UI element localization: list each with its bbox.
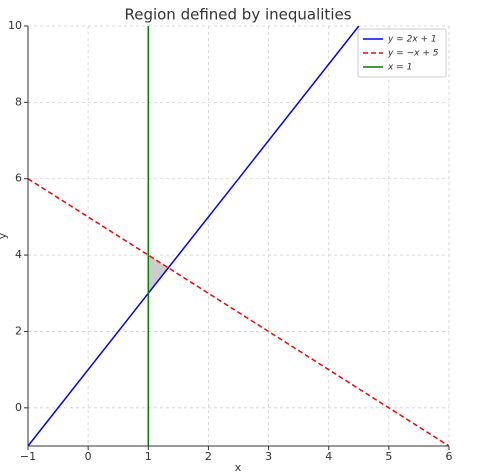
legend-label: y = 2x + 1	[387, 35, 437, 45]
x-tick-label: 5	[385, 450, 392, 463]
legend-label: x = 1	[387, 63, 412, 73]
x-tick-label: 1	[145, 450, 152, 463]
legend-label: y = −x + 5	[387, 49, 439, 59]
y-tick-label: 6	[15, 172, 22, 185]
x-tick-label: 3	[265, 450, 272, 463]
y-tick-label: 10	[8, 19, 22, 32]
x-tick-label: −1	[20, 450, 36, 463]
x-axis-label: x	[235, 461, 242, 474]
y-tick-label: 2	[15, 324, 22, 337]
x-tick-label: 0	[85, 450, 92, 463]
line-series	[28, 26, 360, 446]
y-tick-label: 8	[15, 95, 22, 108]
legend-box	[357, 28, 447, 78]
line-series	[28, 178, 449, 446]
chart-title: Region defined by inequalities	[124, 6, 351, 24]
y-tick-label: 4	[15, 248, 22, 261]
x-tick-label: 2	[205, 450, 212, 463]
y-tick-label: 0	[15, 401, 22, 414]
x-tick-label: 6	[446, 450, 453, 463]
x-tick-label: 4	[325, 450, 332, 463]
y-axis-label: y	[0, 232, 9, 239]
